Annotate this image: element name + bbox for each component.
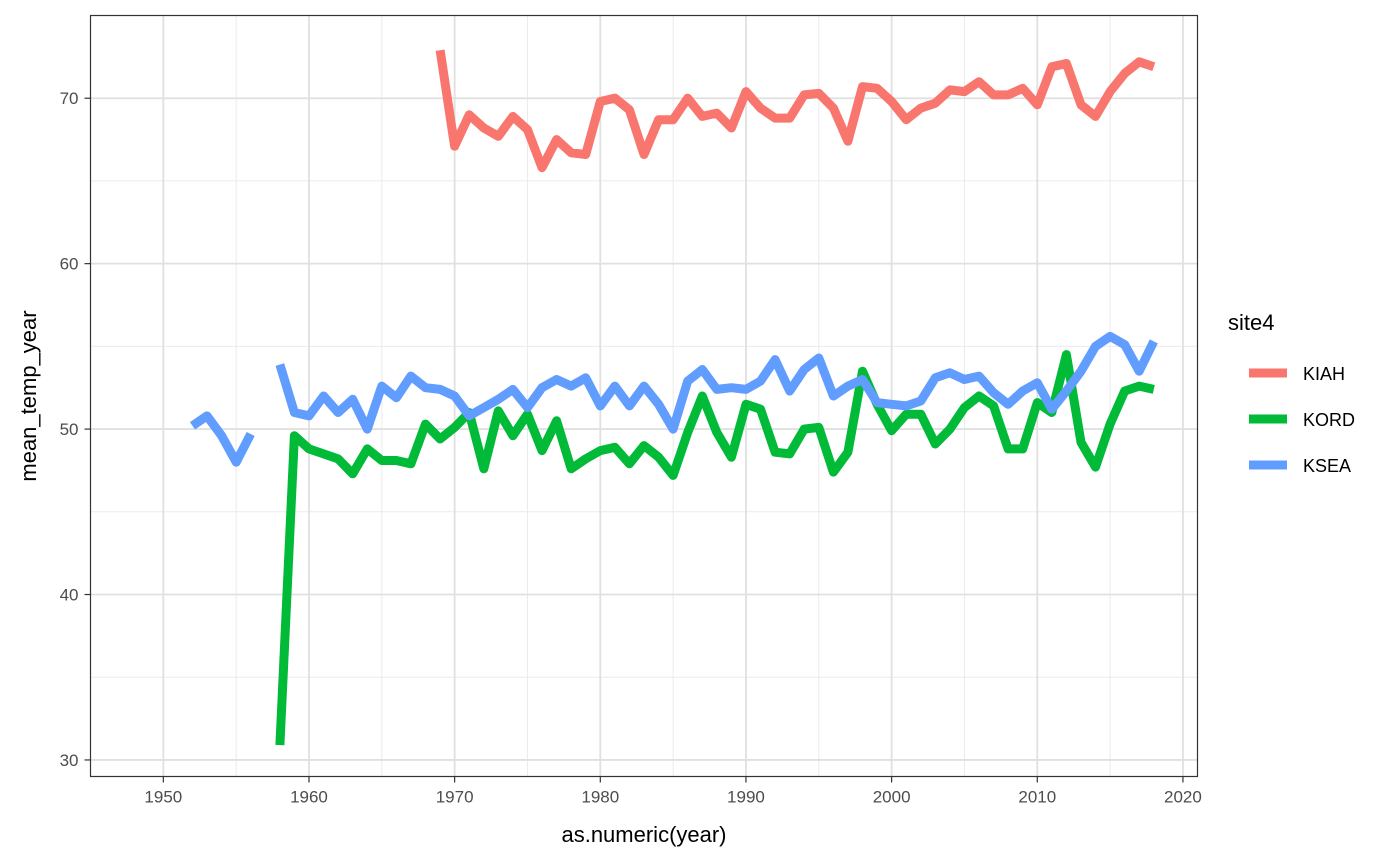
y-axis: 30 40 50 60 70 (60, 89, 91, 770)
y-tick-label: 50 (60, 420, 79, 439)
series-line-ksea (189, 411, 255, 467)
legend-label-kiah: KIAH (1303, 364, 1345, 384)
plot-panel-border (89, 14, 1199, 778)
major-gridlines (90, 15, 1198, 777)
y-tick-label: 70 (60, 89, 79, 108)
y-tick-label: 40 (60, 586, 79, 605)
x-tick-label: 1980 (581, 788, 619, 807)
x-tick-label: 1990 (727, 788, 765, 807)
x-tick-label: 2020 (1164, 788, 1202, 807)
series-line-kord (275, 350, 1155, 746)
y-axis-title: mean_temp_year (16, 310, 41, 481)
x-tick-label: 1960 (290, 788, 328, 807)
x-axis: 1950 1960 1970 1980 1990 2000 2010 2020 (144, 776, 1202, 807)
x-tick-label: 1950 (144, 788, 182, 807)
series-line-ksea (275, 331, 1158, 434)
series-lines (189, 49, 1158, 746)
legend-label-ksea: KSEA (1303, 456, 1351, 476)
legend-label-kord: KORD (1303, 410, 1355, 430)
series-line-kiah (435, 49, 1156, 173)
x-axis-title: as.numeric(year) (561, 822, 726, 847)
y-tick-label: 30 (60, 751, 79, 770)
x-tick-label: 1970 (436, 788, 474, 807)
legend-title: site4 (1228, 310, 1274, 335)
y-tick-label: 60 (60, 255, 79, 274)
x-tick-label: 2010 (1018, 788, 1056, 807)
minor-gridlines (90, 15, 1198, 777)
x-tick-label: 2000 (873, 788, 911, 807)
legend: site4 KIAH KORD KSEA (1228, 310, 1355, 476)
